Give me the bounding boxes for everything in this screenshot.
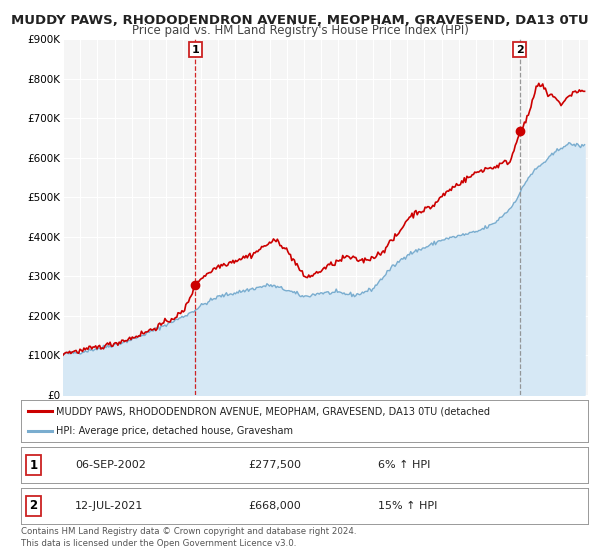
Text: MUDDY PAWS, RHODODENDRON AVENUE, MEOPHAM, GRAVESEND, DA13 0TU (detached: MUDDY PAWS, RHODODENDRON AVENUE, MEOPHAM…: [56, 407, 490, 416]
Text: 2: 2: [29, 500, 38, 512]
Text: This data is licensed under the Open Government Licence v3.0.: This data is licensed under the Open Gov…: [21, 539, 296, 548]
Text: 06-SEP-2002: 06-SEP-2002: [75, 460, 146, 470]
Text: MUDDY PAWS, RHODODENDRON AVENUE, MEOPHAM, GRAVESEND, DA13 0TU: MUDDY PAWS, RHODODENDRON AVENUE, MEOPHAM…: [11, 14, 589, 27]
Text: 1: 1: [29, 459, 38, 472]
Text: Contains HM Land Registry data © Crown copyright and database right 2024.: Contains HM Land Registry data © Crown c…: [21, 527, 356, 536]
Text: Price paid vs. HM Land Registry's House Price Index (HPI): Price paid vs. HM Land Registry's House …: [131, 24, 469, 37]
Text: £277,500: £277,500: [248, 460, 301, 470]
Text: £668,000: £668,000: [248, 501, 301, 511]
Text: 12-JUL-2021: 12-JUL-2021: [75, 501, 143, 511]
Text: 6% ↑ HPI: 6% ↑ HPI: [378, 460, 431, 470]
Text: HPI: Average price, detached house, Gravesham: HPI: Average price, detached house, Grav…: [56, 427, 293, 436]
Text: 15% ↑ HPI: 15% ↑ HPI: [378, 501, 437, 511]
Text: 1: 1: [191, 45, 199, 54]
Text: 2: 2: [516, 45, 524, 54]
